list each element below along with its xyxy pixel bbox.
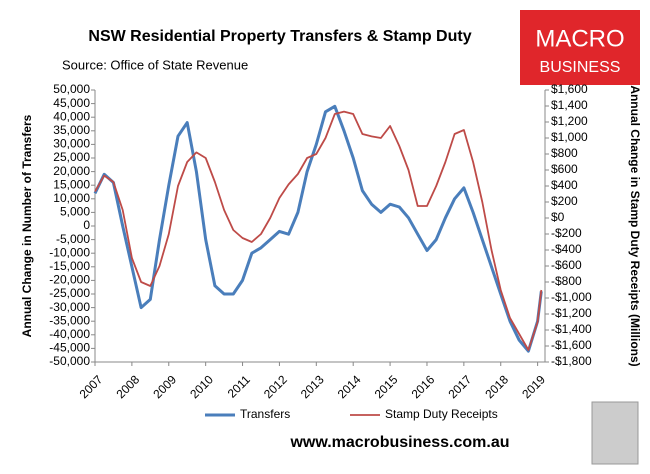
x-tick-label: 2011 (225, 372, 253, 400)
y-axis-title: Annual Change in Number of Transfers (20, 114, 34, 337)
y2-tick-label: -$1,000 (551, 290, 592, 304)
y-tick-label: 35,000 (53, 123, 90, 137)
logo-text: BUSINESS (540, 59, 621, 76)
y-tick-label: -25,000 (49, 286, 90, 300)
y2-axis-title: Annual Change in Stamp Duty Receipts (Mi… (628, 85, 642, 366)
y2-tick-label: -$1,600 (551, 338, 592, 352)
y2-tick-label: $800 (551, 146, 578, 160)
x-tick-label: 2019 (519, 372, 548, 401)
y-tick-label: 45,000 (53, 96, 90, 110)
series-line (93, 104, 543, 353)
y-tick-label: 30,000 (53, 137, 90, 151)
logo-box (520, 10, 640, 85)
y-tick-label: 40,000 (53, 109, 90, 123)
logo-text: MACRO (535, 25, 624, 52)
x-tick-label: 2016 (409, 372, 438, 401)
y-tick-label: -50,000 (49, 354, 90, 368)
legend-label: Stamp Duty Receipts (385, 407, 498, 421)
y2-tick-label: -$600 (551, 258, 582, 272)
y2-tick-label: -$1,800 (551, 354, 592, 368)
x-tick-label: 2015 (372, 372, 401, 401)
x-tick-label: 2014 (335, 372, 364, 401)
y-tick-label: 20,000 (53, 164, 90, 178)
legend-label: Transfers (240, 407, 290, 421)
x-tick-label: 2017 (445, 372, 474, 401)
series-line (94, 110, 543, 351)
x-tick-label: 2012 (261, 372, 290, 401)
y2-tick-label: $1,600 (551, 82, 588, 96)
chart-title: NSW Residential Property Transfers & Sta… (88, 28, 471, 45)
y2-tick-label: $1,400 (551, 98, 588, 112)
y2-tick-label: $200 (551, 194, 578, 208)
y-tick-label: -10,000 (49, 245, 90, 259)
y2-tick-label: $0 (551, 210, 565, 224)
y-tick-label: -20,000 (49, 273, 90, 287)
wolf-icon (591, 401, 639, 465)
chart-subtitle: Source: Office of State Revenue (62, 57, 248, 72)
y-tick-label: 0 (83, 218, 90, 232)
x-tick-label: 2008 (113, 372, 142, 401)
y2-tick-label: -$1,400 (551, 322, 592, 336)
x-tick-label: 2013 (298, 372, 327, 401)
y-tick-label: -30,000 (49, 300, 90, 314)
y2-tick-label: -$1,200 (551, 306, 592, 320)
footer: www.macrobusiness.com.au (289, 434, 509, 451)
y2-tick-label: -$200 (551, 226, 582, 240)
y-tick-label: -45,000 (49, 341, 90, 355)
y-tick-label: -5,000 (56, 232, 90, 246)
y-tick-label: -15,000 (49, 259, 90, 273)
y-tick-label: -35,000 (49, 313, 90, 327)
y-tick-label: 25,000 (53, 150, 90, 164)
y-tick-label: -40,000 (49, 327, 90, 341)
y-tick-label: 15,000 (53, 177, 90, 191)
x-tick-label: 2007 (77, 372, 106, 401)
y2-tick-label: $600 (551, 162, 578, 176)
y-tick-label: 10,000 (53, 191, 90, 205)
y2-tick-label: $1,000 (551, 130, 588, 144)
y2-tick-label: -$800 (551, 274, 582, 288)
x-tick-label: 2010 (187, 372, 216, 401)
y2-tick-label: -$400 (551, 242, 582, 256)
y-tick-label: 5,000 (60, 205, 90, 219)
y2-tick-label: $1,200 (551, 114, 588, 128)
x-tick-label: 2018 (482, 372, 511, 401)
y-tick-label: 50,000 (53, 82, 90, 96)
y2-tick-label: $400 (551, 178, 578, 192)
x-tick-label: 2009 (150, 372, 179, 401)
